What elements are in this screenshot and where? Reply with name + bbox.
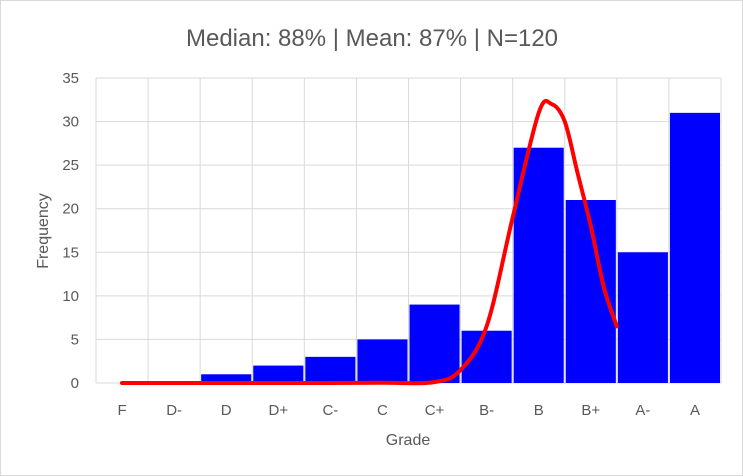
y-tick-label: 20 xyxy=(62,201,79,218)
bar-B- xyxy=(461,330,512,383)
bar-D xyxy=(201,374,252,383)
bar-C xyxy=(357,339,408,383)
bar-A xyxy=(669,112,720,383)
y-tick-label: 25 xyxy=(62,157,79,174)
x-tick-label: D xyxy=(221,402,232,419)
x-tick-label: B- xyxy=(479,402,494,419)
x-tick-label: F xyxy=(117,402,126,419)
y-tick-label: 0 xyxy=(71,375,79,392)
y-axis-ticks: 0 5 10 15 20 25 30 35 xyxy=(62,70,79,392)
y-tick-label: 35 xyxy=(62,70,79,87)
x-tick-label: D- xyxy=(166,402,182,419)
x-tick-label: C+ xyxy=(425,402,445,419)
x-tick-label: A- xyxy=(635,402,650,419)
bar-C- xyxy=(305,356,356,383)
gridlines xyxy=(95,77,722,384)
x-tick-label: C- xyxy=(322,402,338,419)
bar-B xyxy=(513,147,564,383)
bars xyxy=(201,112,720,383)
bar-A- xyxy=(617,252,668,383)
y-tick-label: 30 xyxy=(62,114,79,131)
x-axis-ticks: F D- D D+ C- C C+ B- B B+ A- A xyxy=(117,402,700,419)
x-axis-title: Grade xyxy=(386,432,431,449)
x-tick-label: D+ xyxy=(268,402,288,419)
normal-curve xyxy=(120,98,619,386)
x-tick-label: B xyxy=(534,402,544,419)
y-tick-label: 15 xyxy=(62,244,79,261)
chart-title: Median: 88% | Mean: 87% | N=120 xyxy=(186,25,558,52)
x-tick-label: B+ xyxy=(581,402,600,419)
y-axis-title: Frequency xyxy=(35,193,52,269)
bar-C+ xyxy=(409,304,460,383)
x-tick-label: A xyxy=(690,402,700,419)
y-tick-label: 5 xyxy=(71,331,79,348)
bar-D+ xyxy=(253,365,304,383)
normal-curve-line xyxy=(120,98,619,386)
y-tick-label: 10 xyxy=(62,288,79,305)
x-tick-label: C xyxy=(377,402,388,419)
